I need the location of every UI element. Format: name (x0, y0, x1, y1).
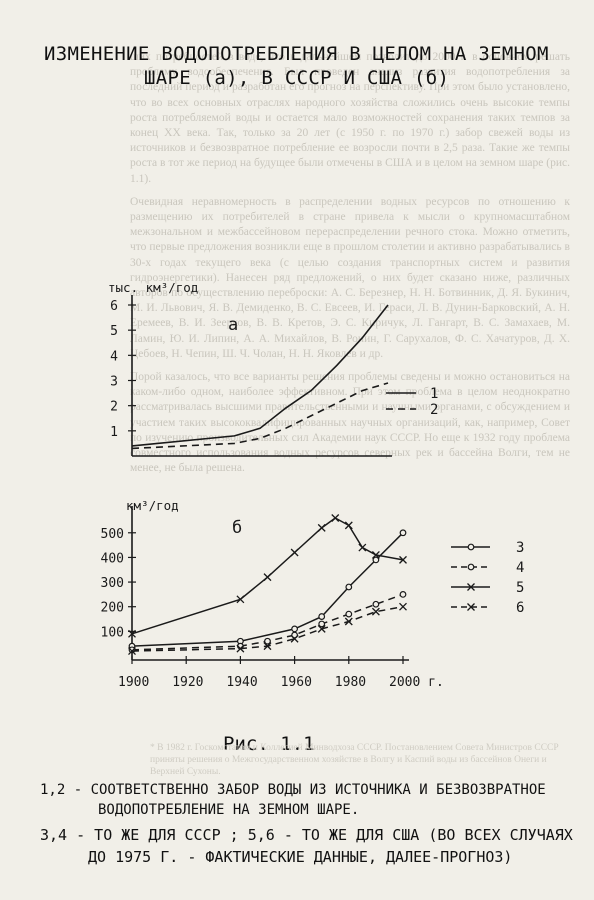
chart-a-y-tick-label: 2 (110, 400, 118, 415)
chart-b-series-5-point (128, 629, 136, 638)
chart-b-series-6-point (317, 624, 326, 633)
chart-b-series-3-point (399, 529, 407, 537)
chart-b-x-tick-label: 1980 (335, 675, 366, 690)
chart-a-panel-label: а (228, 315, 238, 335)
chart-a-legend-label-1: 1 (430, 386, 438, 402)
chart-a-y-tick-label: 4 (110, 349, 118, 364)
chart-b-x-tick-label: 2000 г. (389, 675, 444, 690)
chart-b-legend-marker-5 (467, 583, 475, 591)
chart-b-legend-marker-4 (467, 563, 475, 571)
chart-b-x-tick-label: 1940 (226, 675, 257, 690)
figure-label: Рис. 1.1 (223, 733, 315, 755)
chart-b-series-5-point (399, 555, 407, 564)
chart-a-y-tick-label: 6 (110, 299, 118, 314)
chart-b-series-4-point (345, 610, 353, 618)
chart-a-y-tick-label: 1 (110, 425, 118, 440)
chart-b-series-3-point (318, 613, 326, 620)
chart-b-legend-label-3: 3 (516, 540, 524, 556)
chart-b-series-6-point (371, 607, 380, 616)
chart-a-y-tick-label: 5 (110, 324, 118, 339)
chart-b-series-5-point (317, 523, 326, 532)
chart-b-series-3-point (345, 583, 353, 591)
chart-b-series-6-line (131, 605, 404, 652)
chart-b-legend-label-6: 6 (516, 600, 524, 616)
chart-b-y-tick-label: 400 (101, 551, 124, 566)
chart-b-series-6-point (344, 617, 353, 626)
bleed-through-text: ших потребностей в воде, что в дальнейше… (130, 51, 570, 475)
chart-b-series-4-point (399, 590, 407, 598)
chart-b-series-6-point (263, 642, 272, 651)
chart-title-line-2: ШАРЕ (а), В СССР И США (б) (144, 67, 450, 89)
chart-b-series-6-point (290, 634, 299, 643)
chart-b-series-5-point (331, 514, 340, 522)
chart-a-series-1-line (131, 304, 389, 447)
caption-line-2: ВОДОПОТРЕБЛЕНИЕ НА ЗЕМНОМ ШАРЕ. (98, 802, 360, 818)
chart-b-x-tick-label: 1960 (281, 675, 312, 690)
chart-b-y-label: км³/год (126, 498, 179, 513)
chart-b-series-5-point (290, 548, 299, 557)
chart-b-legend-label-5: 5 (516, 580, 524, 596)
chart-b-series-6-point (128, 647, 136, 656)
chart-b-series-5-point (263, 573, 272, 582)
chart-b-y-tick-label: 200 (101, 601, 124, 616)
chart-b-series-6-point (236, 644, 245, 653)
caption-1: 1,2 - СООТВЕТСТВЕННО ЗАБОР ВОДЫ ИЗ ИСТОЧ… (40, 780, 580, 820)
chart-b-legend-marker-6 (467, 603, 475, 611)
chart-a-series-2-line (131, 382, 389, 450)
chart-b-series-5-line (131, 517, 404, 635)
caption-line-4: ДО 1975 Г. - ФАКТИЧЕСКИЕ ДАННЫЕ, ДАЛЕЕ-П… (88, 848, 513, 866)
caption-2: 3,4 - ТО ЖЕ ДЛЯ СССР ; 5,6 - ТО ЖЕ ДЛЯ С… (40, 824, 580, 868)
chart-b-series-4-point (318, 620, 326, 628)
chart-b-series-4-point (372, 600, 380, 608)
chart-b-series-5-point (236, 595, 245, 604)
bleed-through-footnote: * В 1982 г. Госкомстатом и Коллегией Мин… (150, 743, 559, 777)
chart-a-legend-label-2: 2 (430, 402, 438, 418)
chart-b-series-5-point (344, 521, 353, 530)
chart-b-series-5-point (371, 551, 380, 559)
caption-line-3: 3,4 - ТО ЖЕ ДЛЯ СССР ; 5,6 - ТО ЖЕ ДЛЯ С… (40, 826, 573, 844)
chart-b-y-tick-label: 100 (101, 625, 124, 640)
chart-b-panel-label: б (232, 518, 242, 538)
chart-b-y-tick-label: 300 (101, 576, 124, 591)
chart-b-x-tick-label: 1920 (172, 675, 203, 690)
chart-a-y-label: тыс. км³/год (108, 280, 198, 295)
chart-title: ИЗМЕНЕНИЕ ВОДОПОТРЕБЛЕНИЯ В ЦЕЛОМ НА ЗЕМ… (44, 42, 564, 90)
chart-b-y-tick-label: 500 (101, 527, 124, 542)
chart-b-series-3-line (131, 532, 404, 647)
chart-b-legend-label-4: 4 (516, 560, 524, 576)
chart-b-x-tick-label: 1900 (118, 675, 149, 690)
chart-b-series-6-point (399, 602, 407, 611)
chart-b-series-3-point (291, 625, 299, 633)
chart-b-series-4-point (264, 637, 271, 645)
chart-b-series-4-line (131, 593, 404, 651)
caption-line-1: 1,2 - СООТВЕТСТВЕННО ЗАБОР ВОДЫ ИЗ ИСТОЧ… (40, 782, 546, 798)
chart-title-line-1: ИЗМЕНЕНИЕ ВОДОПОТРЕБЛЕНИЯ В ЦЕЛОМ НА ЗЕМ… (44, 43, 549, 65)
chart-b-legend-marker-3 (467, 543, 475, 551)
chart-a-y-tick-label: 3 (110, 375, 118, 390)
chart-b-series-5-point (358, 543, 367, 552)
chart-b-series-3-point (372, 556, 380, 564)
